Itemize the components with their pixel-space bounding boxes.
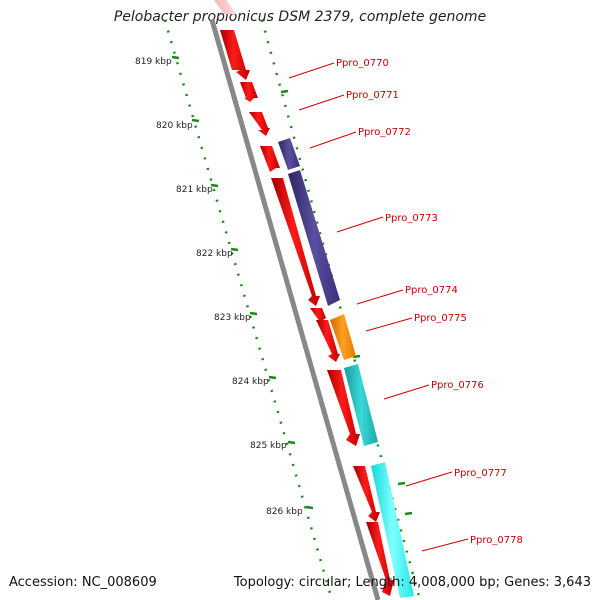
leader-line <box>421 538 469 552</box>
gene-arrow-cyan[interactable] <box>371 462 414 598</box>
leader-line <box>309 131 357 149</box>
outer-ticks <box>280 89 413 516</box>
label-leaders <box>288 62 469 552</box>
gene-label[interactable]: Ppro_0778 <box>470 535 523 546</box>
accession-text: Accession: NC_008609 <box>9 575 157 590</box>
ruler-tick <box>249 311 258 316</box>
gene-arrow-orange[interactable] <box>330 314 356 360</box>
scale-labels: 819 kbp 820 kbp 821 kbp 822 kbp 823 kbp … <box>135 57 303 517</box>
gene-arrow[interactable] <box>249 112 270 136</box>
ruler-tick <box>305 505 314 510</box>
ruler-dotted-line <box>163 19 334 600</box>
leader-line <box>356 289 404 305</box>
outer-tick <box>404 511 413 516</box>
gene-label[interactable]: Ppro_0774 <box>405 285 458 296</box>
outer-dotted-line <box>260 19 422 600</box>
outer-tick <box>397 481 406 486</box>
outer-tick <box>352 354 361 359</box>
leader-line <box>405 471 453 487</box>
gene-label[interactable]: Ppro_0773 <box>385 213 438 224</box>
gene-label[interactable]: Ppro_0770 <box>336 58 389 69</box>
gene-label[interactable]: Ppro_0777 <box>454 468 507 479</box>
forward-genes[interactable] <box>214 0 394 596</box>
scale-label: 823 kbp <box>214 313 251 323</box>
gene-arrow-purple[interactable] <box>288 170 340 306</box>
gene-arrow-pink[interactable] <box>214 0 236 14</box>
scale-label: 826 kbp <box>266 507 303 517</box>
ruler-tick <box>230 247 239 252</box>
gene-arrow[interactable] <box>366 522 394 596</box>
ruler-tick <box>210 183 219 188</box>
genome-summary: Topology: circular; Length: 4,008,000 bp… <box>233 575 591 590</box>
scale-label: 821 kbp <box>176 185 213 195</box>
ruler-tick <box>191 118 200 123</box>
gene-label[interactable]: Ppro_0775 <box>414 313 467 324</box>
reverse-genes[interactable] <box>278 138 414 598</box>
map-title: Pelobacter propionicus DSM 2379, complet… <box>113 9 487 25</box>
scale-label: 820 kbp <box>156 121 193 131</box>
leader-line <box>298 94 345 111</box>
gene-label[interactable]: Ppro_0772 <box>358 127 411 138</box>
leader-line <box>383 384 430 400</box>
leader-line <box>336 216 384 233</box>
ruler-tick <box>268 375 277 380</box>
scale-label: 822 kbp <box>196 249 233 259</box>
gene-arrow-purple[interactable] <box>278 138 300 170</box>
gene-label[interactable]: Ppro_0771 <box>346 90 399 101</box>
ruler-ticks <box>171 55 314 510</box>
gene-arrow[interactable] <box>260 146 280 172</box>
gene-arrow[interactable] <box>353 466 380 522</box>
gene-arrow[interactable] <box>316 320 340 362</box>
leader-line <box>288 62 335 79</box>
scale-label: 825 kbp <box>250 441 287 451</box>
scale-label: 819 kbp <box>135 57 172 67</box>
gene-arrow[interactable] <box>327 370 360 446</box>
gene-arrow-teal[interactable] <box>344 364 378 446</box>
leader-line <box>365 317 413 332</box>
ruler-tick <box>287 440 296 445</box>
genome-backbone <box>209 19 381 600</box>
ruler-tick <box>171 55 180 60</box>
scale-label: 824 kbp <box>232 377 269 387</box>
gene-arrow[interactable] <box>240 82 258 102</box>
gene-arrow[interactable] <box>310 308 326 322</box>
gene-arrow[interactable] <box>271 178 320 306</box>
gene-labels[interactable]: Ppro_0770 Ppro_0771 Ppro_0772 Ppro_0773 … <box>336 58 523 546</box>
outer-tick <box>280 89 289 94</box>
gene-label[interactable]: Ppro_0776 <box>431 380 484 391</box>
gene-arrow[interactable] <box>220 30 250 80</box>
